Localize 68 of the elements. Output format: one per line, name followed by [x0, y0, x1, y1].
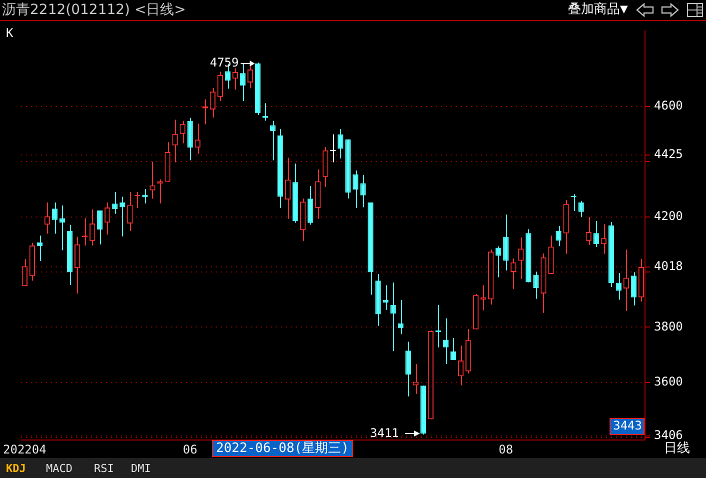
candlestick — [22, 258, 28, 287]
y-tick-label: 4200 — [654, 208, 683, 223]
candlestick — [503, 214, 509, 271]
x-tick-label: 06 — [182, 442, 198, 456]
candlestick — [600, 224, 606, 254]
candlestick — [616, 272, 622, 300]
candlestick — [338, 128, 344, 159]
candlestick — [172, 119, 178, 163]
candlestick — [586, 216, 592, 246]
candlestick — [112, 192, 118, 214]
candlestick — [44, 202, 50, 234]
candlestick — [442, 318, 449, 364]
candlestick — [74, 236, 80, 294]
candlestick — [247, 66, 254, 89]
candlestick — [217, 71, 223, 102]
candlestick — [390, 282, 396, 352]
candlestick — [630, 272, 637, 306]
candlestick — [556, 225, 562, 247]
y-tick-label: 3800 — [654, 319, 683, 334]
y-tick-label: 4425 — [654, 146, 683, 161]
candlestick — [496, 246, 502, 278]
candlestick — [412, 364, 418, 394]
candlestick — [180, 120, 186, 144]
candlestick — [36, 235, 43, 262]
candlestick — [120, 196, 126, 237]
annotation: 3443 — [613, 418, 642, 433]
candlestick — [210, 88, 216, 118]
candlestick — [59, 205, 66, 251]
candlestick — [232, 68, 238, 90]
y-tick-label: 3600 — [654, 374, 683, 388]
candlestick — [593, 220, 599, 248]
text: 日线 — [664, 441, 690, 456]
candlestick — [458, 345, 464, 386]
candlestick — [518, 237, 524, 280]
y-tick-label: 4018 — [654, 259, 683, 274]
candlestick — [97, 210, 103, 245]
candlestick — [90, 208, 96, 246]
text: MACD — [46, 461, 72, 476]
candlestick — [308, 185, 314, 226]
candlestick — [150, 161, 156, 200]
candlestick — [127, 192, 133, 232]
candlestick — [533, 271, 539, 300]
text: 2022-06-08(星期三) — [212, 440, 353, 457]
text: DMI — [131, 461, 151, 476]
candlestick — [330, 134, 336, 163]
candlestick — [194, 123, 200, 154]
candlestick — [52, 202, 58, 234]
text: 叠加商品▼ — [568, 2, 628, 17]
x-tick-label: 08 — [498, 442, 514, 456]
candlestick — [623, 249, 630, 312]
candlestick — [104, 202, 110, 235]
text: K — [6, 26, 14, 41]
y-tick-label: 4600 — [654, 98, 683, 113]
x-tick-label: 202204 — [2, 442, 46, 456]
candlestick — [360, 174, 366, 208]
annotation: 3411 — [370, 426, 399, 441]
y-tick-label: 3406 — [654, 428, 683, 442]
candlestick — [142, 188, 148, 204]
candlestick — [510, 258, 516, 290]
candlestick — [240, 63, 246, 102]
candlestick — [352, 170, 358, 209]
chart-title: 沥青2212(012112) <日线> — [2, 1, 186, 19]
candlestick — [405, 341, 411, 397]
candlestick — [398, 299, 404, 335]
annotation: 4759 — [210, 56, 239, 70]
text: KDJ — [6, 461, 26, 476]
candlestick — [285, 157, 291, 220]
text: RSI — [94, 461, 114, 476]
